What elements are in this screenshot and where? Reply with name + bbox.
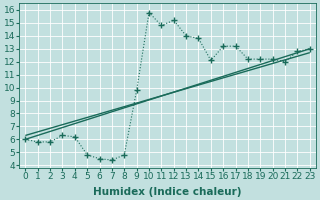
X-axis label: Humidex (Indice chaleur): Humidex (Indice chaleur) [93,187,242,197]
